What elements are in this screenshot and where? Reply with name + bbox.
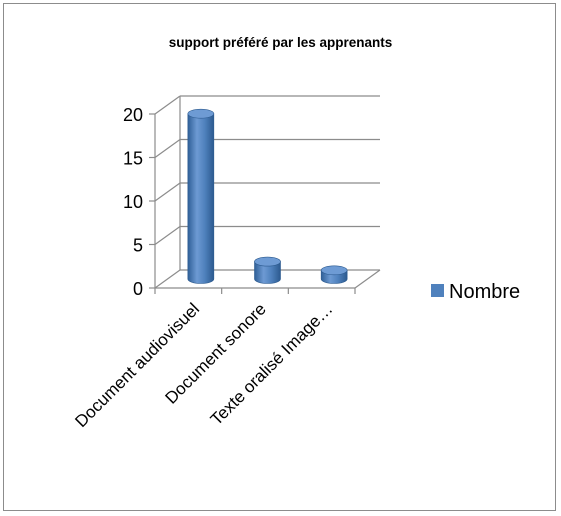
legend: Nombre: [431, 281, 520, 303]
y-tick-label: 0: [133, 279, 143, 299]
legend-swatch: [431, 284, 444, 297]
x-tick-label: Document audiovisuel: [71, 299, 203, 431]
bar-body: [254, 261, 281, 284]
bar-top: [320, 265, 348, 276]
y-tick-label: 5: [133, 236, 143, 256]
chart-title: support préféré par les apprenants: [168, 35, 393, 50]
x-tick-label: Texte oralisé Image…: [207, 299, 337, 429]
bar-top: [254, 256, 281, 267]
bar-layer: [187, 108, 348, 284]
floor-edge: [354, 269, 381, 289]
bar-body: [187, 113, 215, 284]
bar: [254, 256, 281, 284]
bar-top: [187, 108, 215, 119]
y-tick-label: 10: [123, 192, 143, 212]
chart-frame: [3, 3, 556, 511]
bar: [320, 265, 348, 284]
legend-label: Nombre: [449, 281, 520, 303]
gridline-side: [154, 139, 181, 158]
gridline-side: [154, 95, 181, 115]
gridline-side: [154, 226, 181, 245]
y-tick-label: 15: [123, 149, 143, 169]
gridline-side: [154, 269, 181, 289]
axis-layer: [149, 96, 381, 294]
bar: [187, 108, 215, 284]
y-tick-label: 20: [123, 105, 143, 125]
gridline-side: [154, 182, 181, 202]
